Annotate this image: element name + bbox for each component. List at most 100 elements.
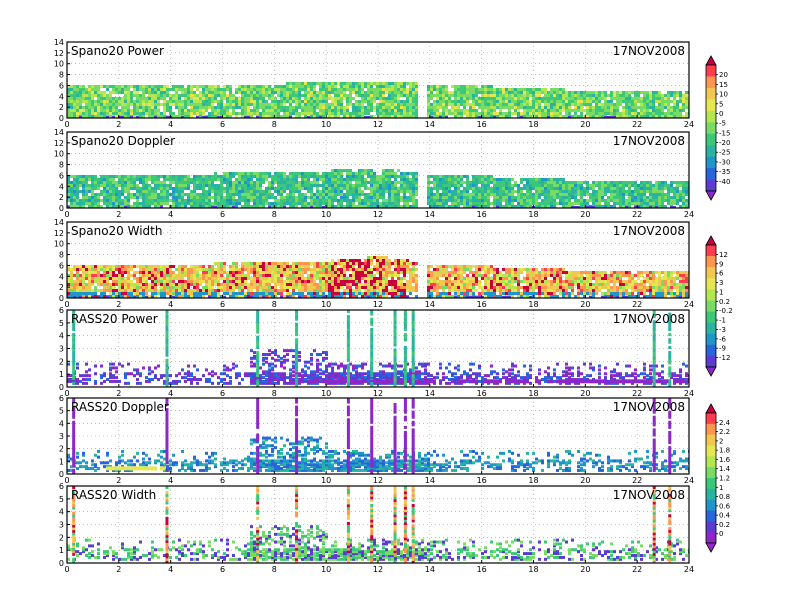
heatmap-cell	[112, 202, 115, 205]
heatmap-cell	[532, 181, 535, 184]
heatmap-cell	[655, 181, 658, 184]
heatmap-cell	[451, 202, 454, 205]
heatmap-cell	[259, 85, 262, 88]
heatmap-cell	[334, 178, 337, 181]
heatmap-cell	[172, 97, 175, 100]
heatmap-cell	[79, 184, 82, 187]
heatmap-cell	[598, 112, 601, 115]
heatmap-cell	[157, 103, 160, 106]
heatmap-cell	[274, 178, 277, 181]
heatmap-cell	[643, 109, 646, 112]
heatmap-cell	[442, 199, 445, 202]
heatmap-cell	[169, 97, 172, 100]
heatmap-cell	[208, 106, 211, 109]
heatmap-cell	[223, 190, 226, 193]
heatmap-cell	[661, 112, 664, 115]
heatmap-cell	[109, 202, 112, 205]
heatmap-cell	[307, 103, 310, 106]
heatmap-cell	[325, 82, 328, 85]
heatmap-cell	[490, 190, 493, 193]
heatmap-cell	[172, 286, 175, 289]
heatmap-cell	[529, 178, 532, 181]
heatmap-cell	[577, 109, 580, 112]
heatmap-cell	[160, 283, 163, 286]
heatmap-cell	[643, 106, 646, 109]
heatmap-cell	[562, 178, 565, 181]
heatmap-cell	[91, 112, 94, 115]
heatmap-cell	[358, 172, 361, 175]
heatmap-cell	[100, 289, 103, 292]
heatmap-cell	[100, 100, 103, 103]
heatmap-cell	[430, 106, 433, 109]
heatmap-cell	[484, 115, 487, 118]
heatmap-cell	[133, 274, 136, 277]
heatmap-cell	[223, 91, 226, 94]
heatmap-cell	[280, 103, 283, 106]
grid	[67, 132, 689, 208]
heatmap-cell	[136, 109, 139, 112]
heatmap-cell	[454, 109, 457, 112]
heatmap-cell	[556, 181, 559, 184]
heatmap-cell	[325, 112, 328, 115]
heatmap-cell	[556, 193, 559, 196]
heatmap-cell	[79, 199, 82, 202]
heatmap-cell	[97, 205, 100, 208]
heatmap-cell	[514, 190, 517, 193]
heatmap-cell	[448, 100, 451, 103]
heatmap-cell	[493, 91, 496, 94]
heatmap-cell	[637, 206, 640, 208]
heatmap-cell	[256, 91, 259, 94]
heatmap-cell	[247, 277, 250, 280]
heatmap-cell	[349, 115, 352, 118]
heatmap-cell	[70, 187, 73, 190]
heatmap-cell	[454, 178, 457, 181]
heatmap-cell	[199, 109, 202, 112]
heatmap-cell	[439, 91, 442, 94]
heatmap-cell	[256, 196, 259, 199]
heatmap-cell	[244, 274, 247, 277]
heatmap-cell	[103, 193, 106, 196]
heatmap-cell	[283, 106, 286, 109]
heatmap-cell	[565, 112, 568, 115]
heatmap-cell	[322, 85, 325, 88]
heatmap-cell	[667, 109, 670, 112]
heatmap-cell	[337, 97, 340, 100]
heatmap-cell	[79, 94, 82, 97]
heatmap-cell	[358, 94, 361, 97]
heatmap-cell	[679, 91, 682, 94]
heatmap-cell	[640, 112, 643, 115]
heatmap-cell	[100, 199, 103, 202]
heatmap-cell	[466, 88, 469, 91]
heatmap-cell	[208, 184, 211, 187]
heatmap-cell	[190, 271, 193, 274]
heatmap-cell	[259, 262, 262, 265]
heatmap-cell	[67, 295, 70, 298]
heatmap-cell	[460, 193, 463, 196]
heatmap-cell	[466, 112, 469, 115]
heatmap-cell	[295, 202, 298, 205]
heatmap-cell	[604, 103, 607, 106]
heatmap-cell	[616, 94, 619, 97]
heatmap-cell	[217, 289, 220, 292]
heatmap-cell	[628, 187, 631, 190]
heatmap-cell	[361, 112, 364, 115]
heatmap-cell	[472, 199, 475, 202]
heatmap-cell	[451, 193, 454, 196]
heatmap-cell	[217, 88, 220, 91]
heatmap-cell	[676, 106, 679, 109]
heatmap-cell	[121, 100, 124, 103]
heatmap-cell	[535, 100, 538, 103]
heatmap-cell	[220, 286, 223, 289]
heatmap-cell	[112, 193, 115, 196]
heatmap-cell	[73, 268, 76, 271]
heatmap-cell	[181, 94, 184, 97]
heatmap-cell	[409, 181, 412, 184]
heatmap-cell	[76, 274, 79, 277]
heatmap-cell	[334, 199, 337, 202]
heatmap-cell	[538, 196, 541, 199]
heatmap-cell	[232, 103, 235, 106]
heatmap-cell	[616, 100, 619, 103]
heatmap-cell	[370, 109, 373, 112]
heatmap-cell	[262, 286, 265, 289]
heatmap-cell	[235, 172, 238, 175]
